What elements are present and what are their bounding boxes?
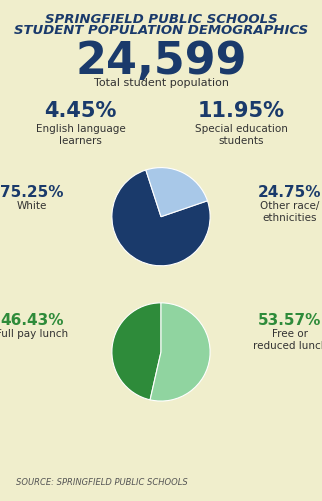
Text: 46.43%: 46.43%	[0, 313, 64, 328]
Text: 24.75%: 24.75%	[258, 185, 322, 200]
Wedge shape	[150, 303, 210, 401]
Text: Other race/
ethnicities: Other race/ ethnicities	[260, 201, 319, 223]
Text: Total student population: Total student population	[93, 78, 229, 88]
Text: SPRINGFIELD PUBLIC SCHOOLS: SPRINGFIELD PUBLIC SCHOOLS	[45, 13, 277, 26]
Text: 24,599: 24,599	[75, 40, 247, 83]
Wedge shape	[112, 170, 210, 266]
Wedge shape	[146, 168, 207, 217]
Text: STUDENT POPULATION DEMOGRAPHICS: STUDENT POPULATION DEMOGRAPHICS	[14, 24, 308, 37]
Text: Full pay lunch: Full pay lunch	[0, 329, 68, 339]
Text: 11.95%: 11.95%	[198, 101, 285, 121]
Text: SOURCE: SPRINGFIELD PUBLIC SCHOOLS: SOURCE: SPRINGFIELD PUBLIC SCHOOLS	[16, 478, 188, 487]
Text: English language
learners: English language learners	[36, 124, 125, 146]
Text: Free or
reduced lunch: Free or reduced lunch	[253, 329, 322, 351]
Wedge shape	[112, 303, 161, 400]
Text: 53.57%: 53.57%	[258, 313, 321, 328]
Text: 75.25%: 75.25%	[0, 185, 64, 200]
Text: White: White	[17, 201, 47, 211]
Text: 4.45%: 4.45%	[44, 101, 117, 121]
Text: Special education
students: Special education students	[195, 124, 288, 146]
